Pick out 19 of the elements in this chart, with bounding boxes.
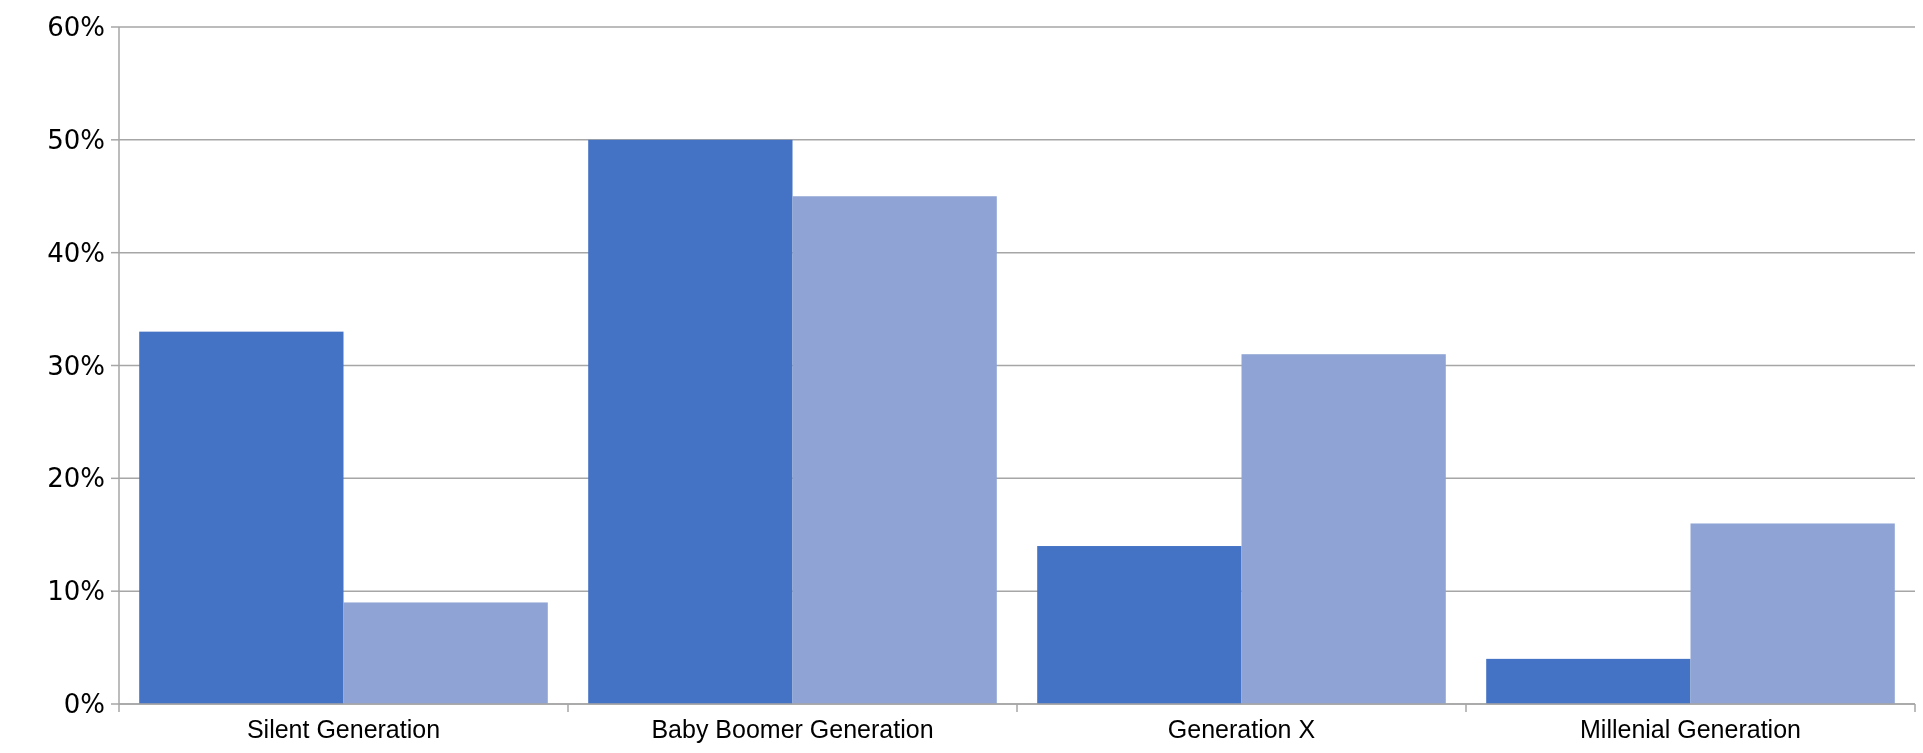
bar: [792, 196, 997, 704]
y-tick-label: 10%: [47, 576, 105, 607]
y-tick-label: 50%: [47, 124, 105, 155]
bar: [1486, 658, 1691, 704]
x-tick-label: Baby Boomer Generation: [651, 715, 934, 743]
x-tick-label: Generation X: [1167, 715, 1316, 743]
bar: [343, 602, 548, 704]
bar: [588, 139, 793, 704]
y-tick-label: 0%: [63, 689, 105, 720]
y-tick-label: 40%: [47, 237, 105, 268]
y-tick-label: 30%: [47, 350, 105, 381]
y-tick-label: 20%: [47, 463, 105, 494]
bar: [1241, 354, 1446, 704]
bar: [139, 331, 344, 704]
bar: [1690, 523, 1895, 704]
y-tick-label: 60%: [47, 12, 105, 43]
x-tick-label: Silent Generation: [246, 715, 441, 743]
x-tick-label: Millenial Generation: [1580, 715, 1801, 743]
bar: [1037, 546, 1242, 704]
